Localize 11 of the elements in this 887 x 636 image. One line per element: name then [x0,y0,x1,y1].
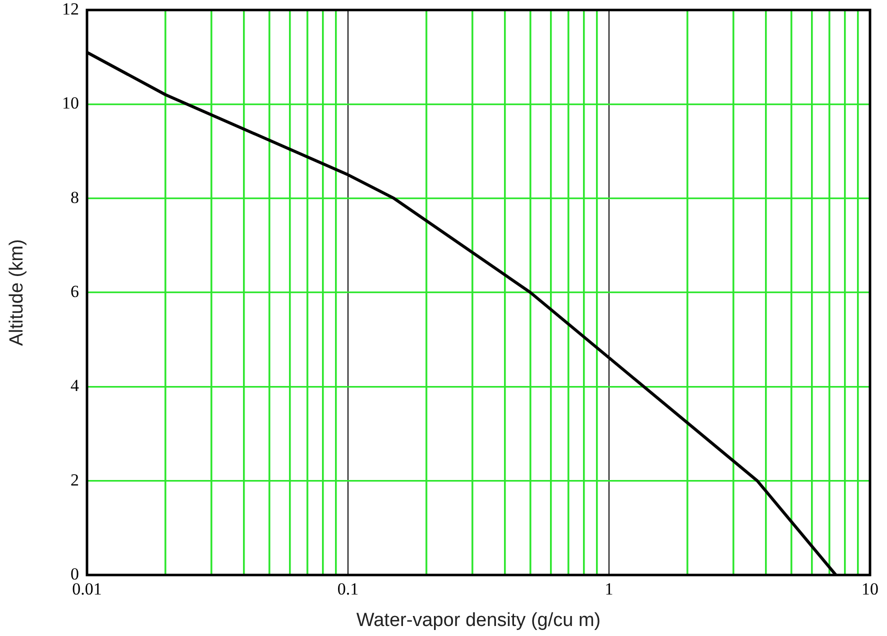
y-tick-label: 6 [70,282,79,301]
x-tick-label: 1 [604,580,614,599]
x-axis-title: Water-vapor density (g/cu m) [356,610,601,631]
x-tick-label: 0.1 [337,580,359,599]
y-tick-label: 2 [70,470,79,490]
y-tick-label: 8 [70,188,79,207]
y-tick-label: 12 [62,0,79,18]
y-tick-label: 4 [70,376,80,396]
x-tick-label: 10 [862,580,878,599]
y-axis-title: Altitude (km) [6,239,28,346]
y-tick-label: 10 [62,94,79,113]
